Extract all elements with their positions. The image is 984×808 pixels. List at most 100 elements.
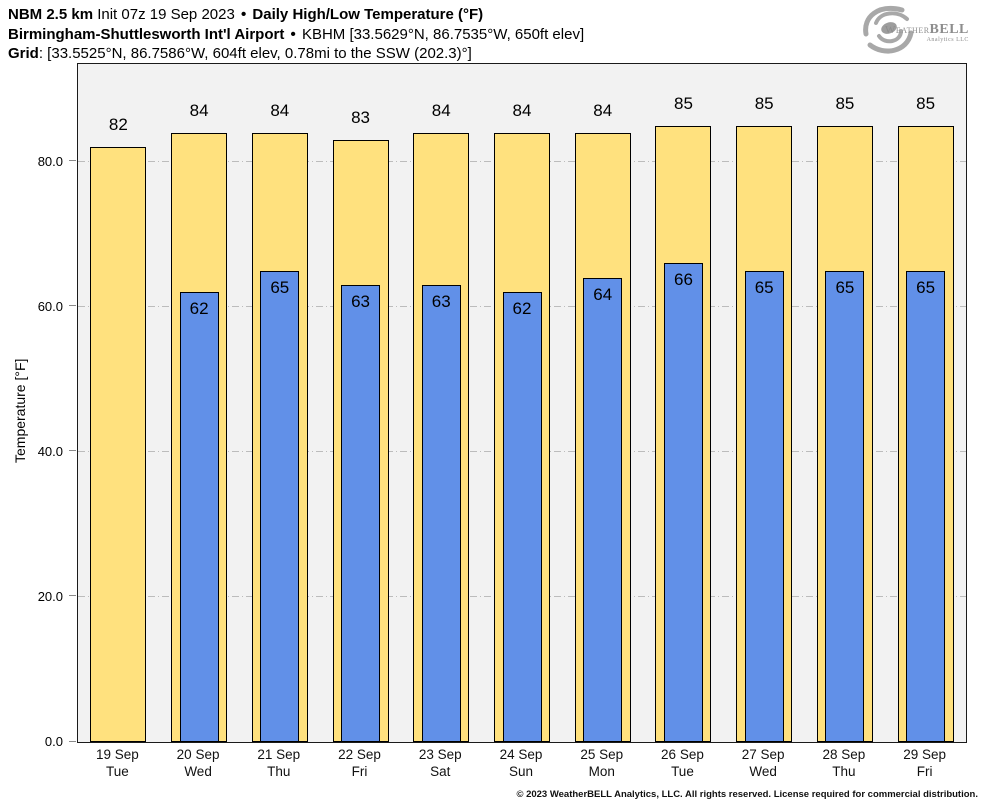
y-tick-label: 0.0 (44, 734, 63, 749)
y-tick-mark (69, 160, 76, 162)
title-line-1: NBM 2.5 km Init 07z 19 Sep 2023 • Daily … (8, 5, 584, 25)
x-tick-date: 27 Sep (741, 747, 785, 762)
footer-credit: © 2023 WeatherBELL Analytics, LLC. All r… (516, 789, 978, 800)
x-tick-weekday: Tue (105, 764, 129, 779)
x-tick-label: 25 Sep Mon (562, 746, 642, 780)
high-bar (90, 147, 147, 742)
y-tick-label: 60.0 (37, 298, 63, 314)
model-name: NBM 2.5 km (8, 6, 94, 23)
low-bar (341, 285, 381, 742)
low-bar (421, 285, 461, 742)
low-value-label: 65 (754, 277, 774, 297)
init-time: Init 07z 19 Sep 2023 (97, 6, 235, 23)
product-name: Daily High/Low Temperature (°F) (252, 6, 484, 23)
y-tick-label: 80.0 (37, 153, 63, 169)
plot-area: 82 84 62 84 65 83 63 84 63 84 62 84 64 85 66 85 65 85 65 85… (77, 63, 967, 743)
weatherbell-logo: WeatherBELL Analytics LLC (858, 3, 978, 57)
low-bar (663, 263, 703, 742)
x-tick-weekday: Sat (430, 764, 451, 779)
x-tick-date: 22 Sep (338, 747, 381, 762)
station-details: KBHM [33.5629°N, 86.7535°W, 650ft elev] (301, 25, 585, 43)
x-tick-label: 22 Sep Fri (320, 746, 400, 780)
x-tick-label: 27 Sep Wed (723, 746, 803, 780)
x-tick-date: 24 Sep (499, 747, 543, 762)
x-tick-label: 21 Sep Thu (239, 746, 319, 780)
low-value-label: 65 (270, 277, 290, 297)
title-line-2: Birmingham-Shuttlesworth Int'l Airport •… (8, 25, 584, 45)
x-tick-date: 25 Sep (580, 747, 624, 762)
logo-subtitle: Analytics LLC (926, 37, 969, 43)
station-name: Birmingham-Shuttlesworth Int'l Airport (8, 25, 285, 43)
low-value-label: 62 (512, 299, 532, 319)
grid-details: : [33.5525°N, 86.7586°W, 604ft elev, 0.7… (38, 45, 472, 62)
y-tick-mark (69, 305, 76, 307)
low-bar (179, 292, 219, 742)
logo-bell-text: BELL (929, 22, 969, 37)
y-axis: 0.0 20.0 40.0 60.0 80.0 (0, 63, 77, 749)
low-value-label: 66 (673, 270, 693, 290)
y-tick-mark (69, 740, 76, 742)
y-tick-label: 20.0 (37, 588, 63, 604)
x-tick-label: 24 Sep Sun (481, 746, 561, 780)
high-value-label: 84 (593, 100, 613, 120)
x-tick-label: 28 Sep Thu (804, 746, 884, 780)
x-axis: 19 Sep Tue 20 Sep Wed 21 Sep Thu 22 Sep Fri 23 S… (77, 746, 965, 786)
x-tick-weekday: Wed (749, 764, 777, 779)
low-value-label: 65 (835, 277, 855, 297)
x-tick-weekday: Fri (351, 764, 368, 779)
title-line-3: Grid: [33.5525°N, 86.7586°W, 604ft elev,… (8, 44, 584, 64)
low-bar (825, 270, 865, 742)
high-value-label: 84 (189, 100, 209, 120)
x-tick-weekday: Thu (267, 764, 291, 779)
x-tick-date: 23 Sep (418, 747, 462, 762)
x-tick-date: 20 Sep (176, 747, 220, 762)
x-tick-weekday: Thu (832, 764, 856, 779)
x-tick-label: 19 Sep Tue (77, 746, 157, 780)
x-tick-label: 20 Sep Wed (158, 746, 238, 780)
x-tick-weekday: Sun (508, 764, 534, 779)
y-tick-mark (69, 595, 76, 597)
x-tick-label: 23 Sep Sat (400, 746, 480, 780)
x-tick-date: 26 Sep (661, 747, 704, 762)
high-value-label: 85 (673, 93, 693, 113)
high-value-label: 82 (108, 115, 128, 135)
grid-label: Grid (8, 45, 39, 62)
low-value-label: 63 (351, 292, 370, 312)
y-axis-title: Temperature [°F] (12, 358, 28, 463)
high-value-label: 84 (512, 100, 532, 120)
high-value-label: 84 (270, 100, 290, 120)
low-bar (583, 277, 623, 742)
x-tick-weekday: Wed (184, 764, 212, 779)
low-bar (260, 270, 300, 742)
low-value-label: 63 (431, 292, 451, 312)
low-bar (502, 292, 542, 742)
x-tick-date: 19 Sep (95, 747, 139, 762)
y-tick-mark (69, 450, 76, 452)
hurricane-swirl-icon (863, 6, 914, 54)
high-value-label: 85 (916, 93, 936, 113)
low-value-label: 65 (916, 277, 936, 297)
high-value-label: 85 (754, 93, 774, 113)
logo-weather-text: Weather (885, 24, 930, 36)
x-tick-weekday: Fri (916, 764, 933, 779)
low-value-label: 64 (593, 284, 613, 304)
high-value-label: 85 (835, 93, 855, 113)
header: NBM 2.5 km Init 07z 19 Sep 2023 • Daily … (8, 5, 584, 64)
low-bar (744, 270, 784, 742)
separator-dot: • (290, 25, 296, 43)
x-tick-weekday: Mon (588, 764, 615, 779)
y-tick-label: 40.0 (37, 443, 63, 459)
x-tick-weekday: Tue (671, 764, 694, 779)
separator-dot: • (240, 6, 247, 23)
logo-text: WeatherBELL Analytics LLC (885, 20, 969, 43)
low-value-label: 62 (189, 299, 209, 319)
x-tick-date: 29 Sep (903, 747, 947, 762)
high-value-label: 83 (351, 108, 370, 128)
low-bar (906, 270, 946, 742)
x-tick-date: 21 Sep (257, 747, 301, 762)
x-tick-label: 29 Sep Fri (885, 746, 965, 780)
x-tick-date: 28 Sep (822, 747, 866, 762)
high-value-label: 84 (431, 100, 451, 120)
x-tick-label: 26 Sep Tue (642, 746, 722, 780)
